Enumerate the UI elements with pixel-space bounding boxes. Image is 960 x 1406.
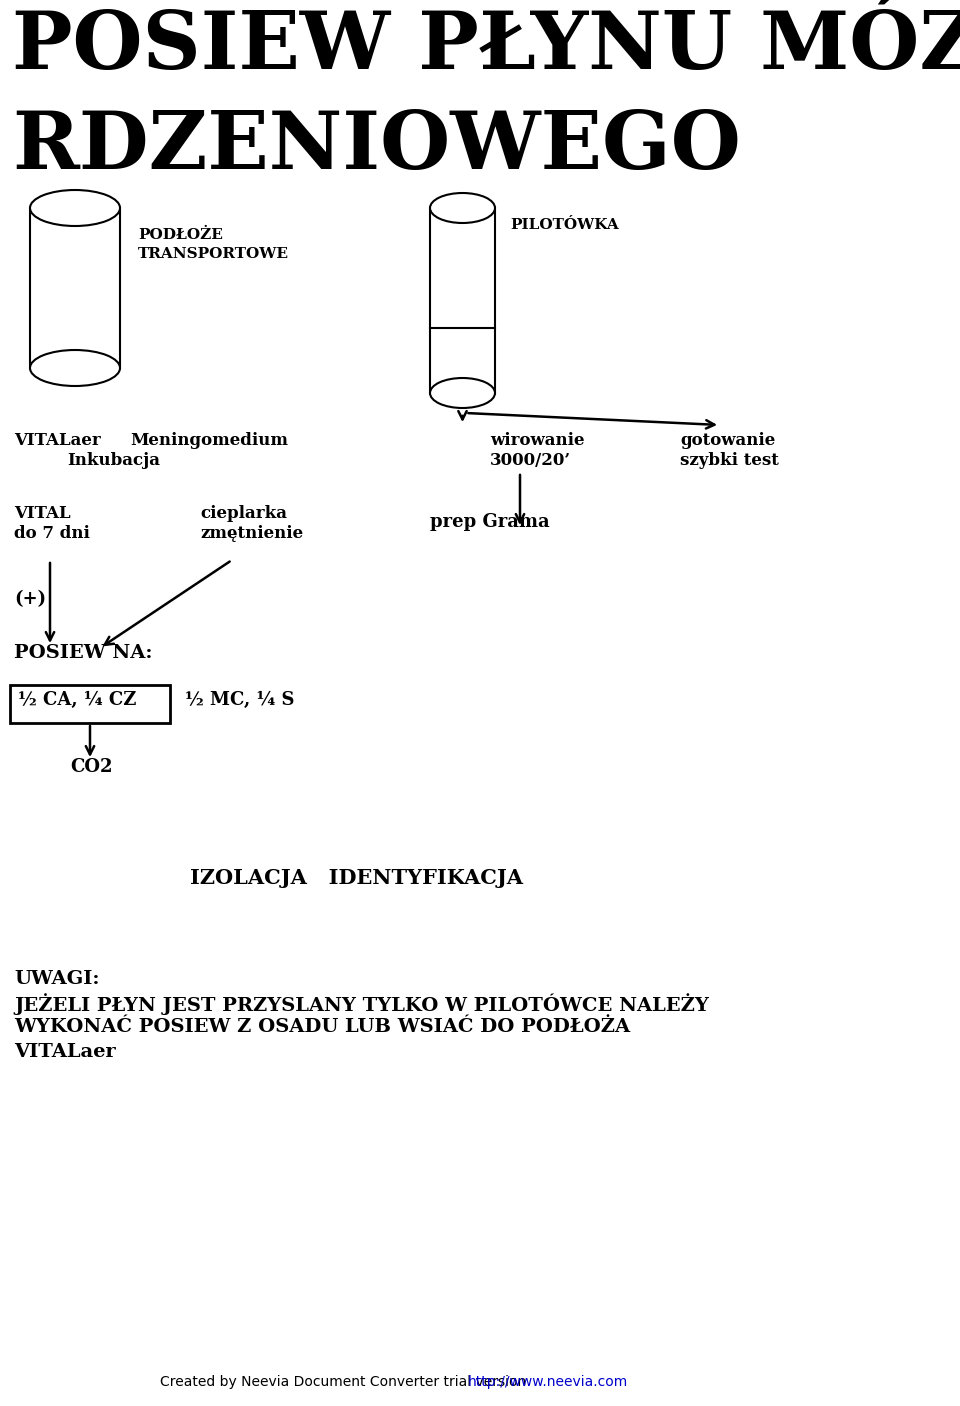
Text: JEŻELI PŁYN JEST PRZYSLANY TYLKO W PILOTÓWCE NALEŻY: JEŻELI PŁYN JEST PRZYSLANY TYLKO W PILOT… bbox=[14, 993, 708, 1015]
Text: 3000/20’: 3000/20’ bbox=[490, 451, 571, 470]
Text: IZOLACJA   IDENTYFIKACJA: IZOLACJA IDENTYFIKACJA bbox=[190, 868, 523, 889]
Text: VITAL: VITAL bbox=[14, 505, 71, 522]
Text: ½ MC, ¼ S: ½ MC, ¼ S bbox=[185, 690, 295, 709]
Text: cieplarka: cieplarka bbox=[200, 505, 287, 522]
Ellipse shape bbox=[30, 190, 120, 226]
Text: prep Grama: prep Grama bbox=[430, 513, 550, 531]
Text: PODŁOŻE
TRANSPORTOWE: PODŁOŻE TRANSPORTOWE bbox=[138, 228, 289, 260]
Bar bbox=[10, 685, 170, 723]
Text: CO2: CO2 bbox=[70, 758, 112, 776]
Text: gotowanie: gotowanie bbox=[680, 432, 776, 449]
Text: Meningomedium: Meningomedium bbox=[130, 432, 288, 449]
Ellipse shape bbox=[30, 350, 120, 387]
Ellipse shape bbox=[430, 378, 495, 408]
Text: ½ CA, ¼ CZ: ½ CA, ¼ CZ bbox=[18, 690, 136, 709]
Text: Inkubacja: Inkubacja bbox=[67, 451, 160, 470]
Text: http://www.neevia.com: http://www.neevia.com bbox=[468, 1375, 628, 1389]
Text: wirowanie: wirowanie bbox=[490, 432, 585, 449]
Text: do 7 dni: do 7 dni bbox=[14, 524, 90, 541]
Text: RDZENIOWEGO: RDZENIOWEGO bbox=[12, 108, 741, 186]
Text: POSIEW PŁYNU MÓZG-: POSIEW PŁYNU MÓZG- bbox=[12, 8, 960, 86]
Text: PILOTÓWKA: PILOTÓWKA bbox=[510, 218, 619, 232]
Text: Created by Neevia Document Converter trial version: Created by Neevia Document Converter tri… bbox=[160, 1375, 531, 1389]
Text: szybki test: szybki test bbox=[680, 451, 779, 470]
Ellipse shape bbox=[430, 193, 495, 224]
Text: VITALaer: VITALaer bbox=[14, 1043, 116, 1062]
Text: VITALaer: VITALaer bbox=[14, 432, 101, 449]
Text: UWAGI:: UWAGI: bbox=[14, 970, 100, 988]
Text: (+): (+) bbox=[14, 591, 46, 607]
Text: WYKONAĆ POSIEW Z OSADU LUB WSIAĆ DO PODŁOŻA: WYKONAĆ POSIEW Z OSADU LUB WSIAĆ DO PODŁ… bbox=[14, 1018, 630, 1036]
Text: zmętnienie: zmętnienie bbox=[200, 524, 303, 541]
Text: POSIEW NA:: POSIEW NA: bbox=[14, 644, 153, 662]
